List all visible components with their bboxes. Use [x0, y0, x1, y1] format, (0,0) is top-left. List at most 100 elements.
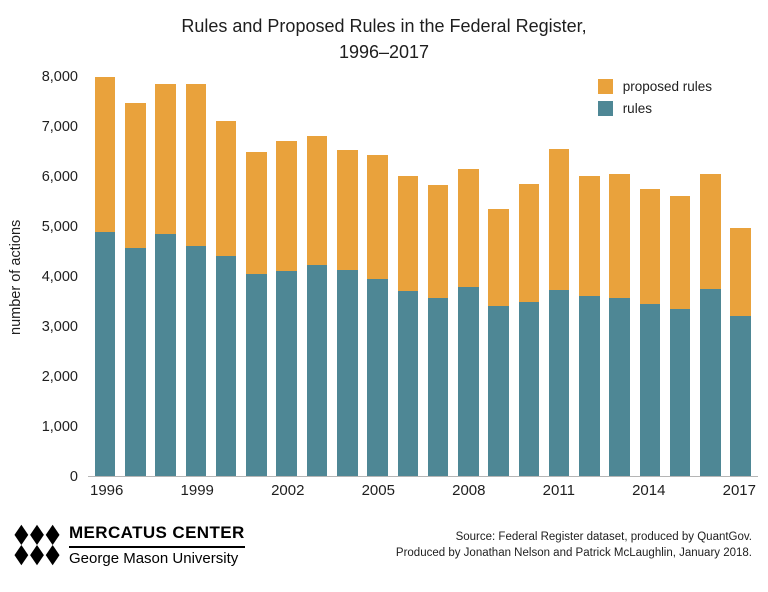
legend: proposed rules rules [597, 79, 712, 116]
y-tick-label: 2,000 [41, 369, 78, 385]
x-tick-label: 2008 [452, 482, 486, 499]
rules-segment [639, 304, 661, 476]
source-line1: Source: Federal Register dataset, produc… [455, 531, 752, 543]
rules-segment [125, 248, 146, 476]
proposed-rules-segment [397, 176, 419, 291]
rules-segment [276, 271, 298, 476]
rules-segment [397, 291, 419, 476]
proposed-rules-segment [367, 155, 388, 279]
bar-2003 [302, 77, 332, 476]
mercatus-logo-icon [14, 524, 60, 566]
bar-2013 [605, 77, 635, 476]
bar-1996 [90, 77, 120, 476]
legend-label-rules: rules [622, 101, 652, 116]
bar-2011 [544, 77, 574, 476]
bar-2006 [393, 77, 423, 476]
legend-item-rules: rules [597, 101, 712, 116]
proposed-rules-segment [700, 174, 721, 289]
plot-column: proposed rules rules 1996 1999 2002 2005 200… [88, 77, 758, 499]
rules-segment [427, 297, 449, 476]
proposed-rules-segment [579, 175, 600, 296]
legend-swatch-proposed [597, 79, 613, 94]
rules-segment [306, 264, 328, 476]
rules-segment [367, 278, 388, 476]
bar-2016 [695, 77, 725, 476]
rules-segment [215, 256, 237, 476]
plot-area: proposed rules rules [88, 77, 758, 477]
brand-text: MERCATUS CENTER George Mason University [69, 523, 245, 567]
x-tick-empty [214, 482, 243, 499]
source-attribution: Source: Federal Register dataset, produc… [396, 529, 752, 561]
brand-name: MERCATUS CENTER [69, 523, 245, 542]
rules-segment [579, 295, 600, 476]
proposed-rules-segment [427, 185, 449, 298]
proposed-rules-segment [518, 183, 540, 302]
rules-segment [336, 270, 358, 476]
proposed-rules-segment [669, 196, 691, 309]
bar-1999 [181, 77, 211, 476]
bar-2000 [211, 77, 241, 476]
x-tick-label: 2014 [632, 482, 666, 499]
rules-segment [458, 287, 479, 476]
x-tick-empty [123, 482, 152, 499]
proposed-rules-segment [306, 136, 328, 265]
bar-2002 [272, 77, 302, 476]
x-tick-empty [424, 482, 453, 499]
proposed-rules-segment [185, 83, 207, 246]
proposed-rules-segment [488, 208, 509, 306]
x-tick-empty [152, 482, 181, 499]
x-tick-empty [514, 482, 543, 499]
y-axis-title: number of actions [8, 219, 24, 335]
proposed-rules-segment [548, 148, 570, 290]
x-tick-empty [665, 482, 694, 499]
bar-2017 [726, 77, 756, 476]
legend-label-proposed: proposed rules [622, 79, 712, 94]
proposed-rules-segment [336, 150, 358, 270]
rules-segment [246, 273, 267, 476]
x-tick-empty [575, 482, 604, 499]
rules-segment [488, 306, 509, 476]
proposed-rules-segment [246, 152, 267, 274]
x-tick-label: 2002 [271, 482, 305, 499]
proposed-rules-segment [609, 174, 630, 298]
y-tick-label: 6,000 [41, 169, 78, 185]
rules-segment [185, 246, 207, 476]
x-tick-empty [694, 482, 723, 499]
x-tick-empty [604, 482, 633, 499]
x-tick-empty [395, 482, 424, 499]
footer: MERCATUS CENTER George Mason University … [14, 523, 752, 567]
x-tick-empty [486, 482, 515, 499]
legend-swatch-rules [597, 101, 613, 116]
x-tick-empty [304, 482, 333, 499]
bar-2007 [423, 77, 453, 476]
y-tick-label: 5,000 [41, 219, 78, 235]
y-axis: 0 1,000 2,000 3,000 4,000 5,000 6,000 7,000 8,00… [26, 69, 88, 485]
chart-title-line2: 1996–2017 [338, 42, 430, 62]
proposed-rules-segment [215, 121, 237, 256]
x-tick-empty [242, 482, 271, 499]
brand-subtitle: George Mason University [69, 550, 239, 567]
bar-2009 [483, 77, 513, 476]
rules-segment [155, 233, 176, 476]
mercatus-brand: MERCATUS CENTER George Mason University [14, 523, 245, 567]
x-tick-label: 1996 [90, 482, 124, 499]
rules-segment [94, 231, 116, 476]
x-tick-label: 1999 [180, 482, 214, 499]
bar-2004 [332, 77, 362, 476]
x-tick-label: 2017 [722, 482, 756, 499]
bar-1998 [151, 77, 181, 476]
y-tick-label: 4,000 [41, 269, 78, 285]
chart-title-line1: Rules and Proposed Rules in the Federal … [181, 16, 587, 36]
y-tick-label: 8,000 [41, 69, 78, 85]
x-axis: 1996 1999 2002 2005 2008 2011 2014 2017 [88, 482, 758, 499]
rules-segment [548, 290, 570, 476]
rules-segment [609, 298, 630, 476]
legend-item-proposed-rules: proposed rules [597, 79, 712, 94]
bar-2010 [514, 77, 544, 476]
proposed-rules-segment [94, 77, 116, 232]
x-tick-empty [333, 482, 362, 499]
y-tick-label: 3,000 [41, 319, 78, 335]
chart-title: Rules and Proposed Rules in the Federal … [0, 13, 768, 65]
bar-2012 [574, 77, 604, 476]
rules-segment [700, 289, 721, 476]
